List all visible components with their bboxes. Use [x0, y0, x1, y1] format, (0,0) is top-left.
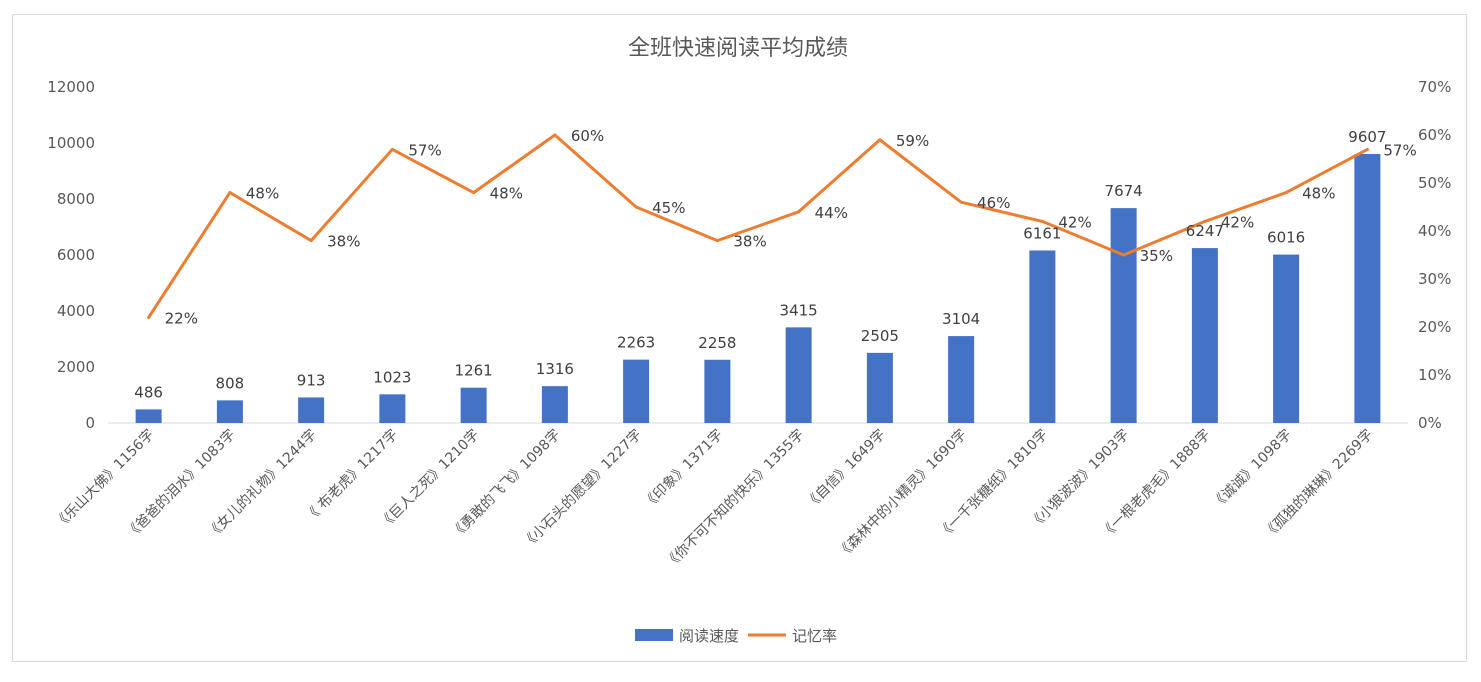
- line-value-label: 48%: [490, 185, 523, 203]
- line-point: [147, 315, 151, 319]
- line-point: [959, 200, 963, 204]
- bar-value-label: 6247: [1186, 222, 1224, 240]
- line-value-label: 44%: [815, 204, 848, 222]
- bar: [1029, 250, 1056, 423]
- bar-value-label: 1261: [455, 362, 493, 380]
- bar: [1191, 248, 1218, 423]
- x-category-label: 《自信》1649字: [803, 427, 889, 513]
- bar-value-label: 913: [297, 371, 326, 389]
- bar: [1273, 254, 1300, 423]
- line-point: [309, 239, 313, 243]
- legend-swatch-bar: [635, 629, 673, 641]
- bar: [1110, 208, 1137, 423]
- data-labels: 486 808 913 1023 1261 1316 2263 2258 3415 2505 310…: [134, 127, 1416, 401]
- line-point: [1284, 191, 1288, 195]
- line-point: [472, 191, 476, 195]
- y-right-tick-label: 0%: [1418, 414, 1442, 432]
- line-point: [390, 147, 394, 151]
- bar-value-label: 7674: [1105, 182, 1143, 200]
- bar: [135, 409, 162, 423]
- line-value-label: 45%: [652, 199, 685, 217]
- bar-value-label: 1023: [373, 368, 411, 386]
- bar-series: [135, 154, 1381, 423]
- line-point: [634, 205, 638, 209]
- line-point: [228, 191, 232, 195]
- line-value-label: 35%: [1140, 247, 1173, 265]
- line-point: [553, 133, 557, 137]
- y-left-tick-label: 8000: [57, 190, 95, 208]
- bar-value-label: 3415: [780, 301, 818, 319]
- y-left-tick-label: 10000: [47, 134, 95, 152]
- line-value-label: 59%: [896, 132, 929, 150]
- bar: [623, 359, 650, 423]
- y-left-tick-label: 6000: [57, 246, 95, 264]
- line-value-label: 22%: [165, 309, 198, 327]
- chart-title: 全班快速阅读平均成绩: [628, 36, 848, 61]
- bar: [298, 397, 325, 423]
- bar: [866, 352, 893, 423]
- y-right-tick-label: 10%: [1418, 366, 1451, 384]
- line-point: [1365, 147, 1369, 151]
- bar-value-label: 1316: [536, 360, 574, 378]
- bar-value-label: 6016: [1267, 229, 1305, 247]
- bar-value-label: 486: [134, 383, 163, 401]
- y-right-tick-label: 70%: [1418, 78, 1451, 96]
- bar: [704, 359, 731, 423]
- y-right-tick-label: 20%: [1418, 318, 1451, 336]
- axes-group: 0 2000 4000 6000 8000 10000 12000 0% 10% 20% 30% 40…: [47, 78, 1451, 572]
- bar-value-label: 9607: [1348, 128, 1386, 146]
- line-point: [1122, 253, 1126, 257]
- line-value-label: 60%: [571, 127, 604, 145]
- chart-frame: 全班快速阅读平均成绩 0 2000 4000 6000 8000 10000 12000 0%…: [12, 14, 1467, 662]
- y-right-tick-label: 60%: [1418, 126, 1451, 144]
- line-value-label: 42%: [1221, 213, 1254, 231]
- bar: [785, 327, 812, 423]
- y-right-tick-label: 50%: [1418, 174, 1451, 192]
- bar-value-label: 2258: [698, 334, 736, 352]
- y-right-tick-label: 30%: [1418, 270, 1451, 288]
- line-point: [797, 210, 801, 214]
- line-value-label: 48%: [246, 185, 279, 203]
- x-category-label: 《印象》1371字: [640, 427, 726, 513]
- y-left-tick-label: 12000: [47, 78, 95, 96]
- y-left-tick-label: 4000: [57, 302, 95, 320]
- line-value-label: 38%: [733, 233, 766, 251]
- x-category-label: 《你不可不知的快乐》1355字: [661, 426, 807, 572]
- line-value-label: 38%: [327, 233, 360, 251]
- bar-value-label: 2263: [617, 334, 655, 352]
- legend-label-bar: 阅读速度: [679, 627, 739, 645]
- y-right-tick-label: 40%: [1418, 222, 1451, 240]
- bar: [948, 336, 975, 423]
- bar: [541, 386, 568, 423]
- x-category-label: 《森林中的小精灵》1690字: [834, 427, 970, 563]
- legend-label-line: 记忆率: [792, 627, 837, 645]
- bar-value-label: 2505: [861, 327, 899, 345]
- line-point: [1203, 219, 1207, 223]
- x-category-label: 《诚诚》1098字: [1209, 427, 1295, 513]
- bar: [216, 400, 243, 423]
- y-left-tick-label: 0: [85, 414, 95, 432]
- line-path: [147, 133, 1369, 319]
- y-left-tick-label: 2000: [57, 358, 95, 376]
- line-value-label: 48%: [1302, 185, 1335, 203]
- bar-value-label: 808: [216, 374, 245, 392]
- line-point: [878, 138, 882, 142]
- chart-canvas: 全班快速阅读平均成绩 0 2000 4000 6000 8000 10000 12000 0%…: [47, 36, 1451, 645]
- line-point: [715, 239, 719, 243]
- line-value-label: 46%: [977, 194, 1010, 212]
- bar-value-label: 6161: [1023, 224, 1061, 242]
- line-point: [1040, 219, 1044, 223]
- line-series: [147, 133, 1369, 319]
- line-value-label: 42%: [1058, 213, 1091, 231]
- line-value-label: 57%: [1383, 141, 1416, 159]
- bar-value-label: 3104: [942, 310, 980, 328]
- bar: [460, 387, 487, 423]
- legend: 阅读速度 记忆率: [635, 627, 837, 645]
- bar: [1354, 154, 1381, 423]
- line-value-label: 57%: [408, 141, 441, 159]
- bar: [379, 394, 406, 423]
